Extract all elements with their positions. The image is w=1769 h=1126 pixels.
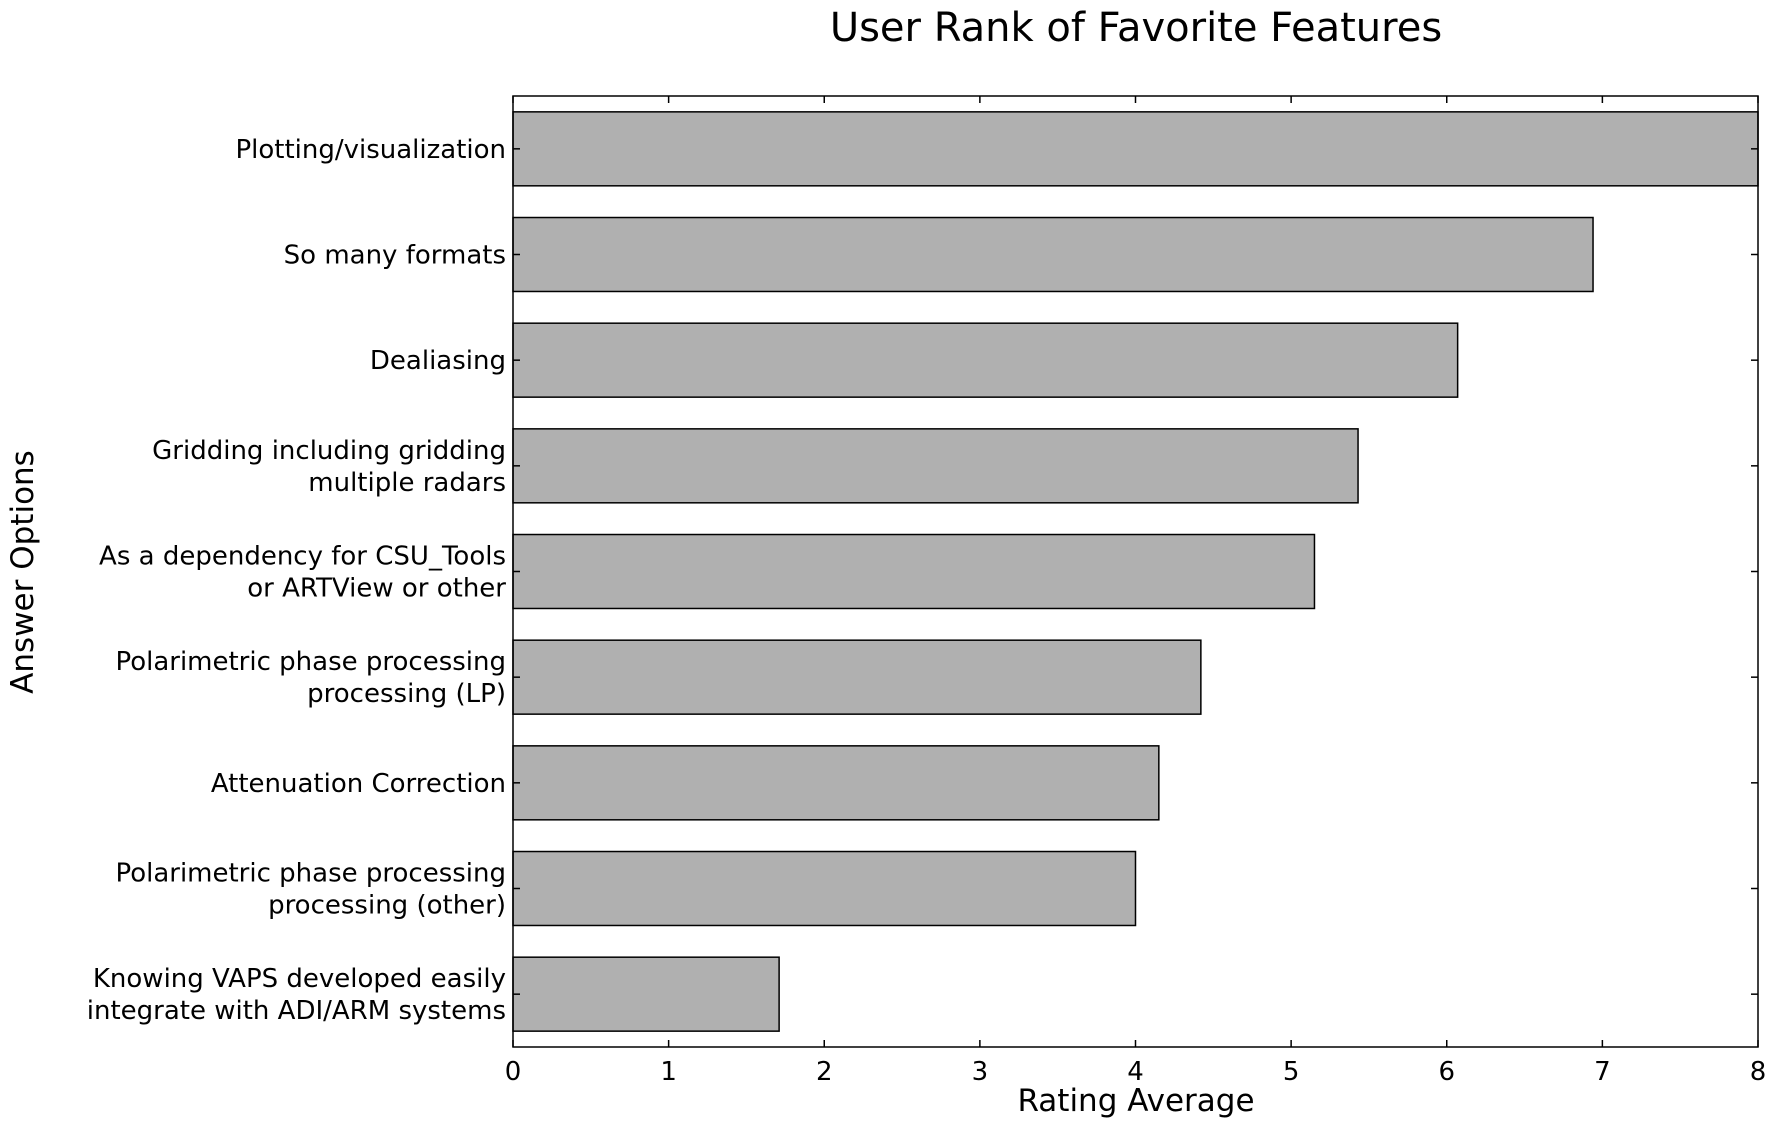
y-tick-label-line: Polarimetric phase processing [115, 647, 506, 677]
bar-1 [512, 216, 1594, 293]
y-tick-label-line: As a dependency for CSU_Tools [99, 542, 506, 572]
y-tick-label-line: Plotting/visualization [235, 135, 506, 165]
bar-0 [512, 111, 1759, 187]
y-axis-label: Answer Options [5, 450, 41, 694]
x-tick-label-1: 1 [660, 1057, 677, 1087]
y-tick-label-6: Attenuation Correction [211, 769, 506, 799]
y-tick-label-line: So many formats [284, 241, 506, 271]
y-tick-label-4: As a dependency for CSU_Tools or ARTView … [99, 542, 506, 604]
y-tick-label-0: Plotting/visualization [235, 135, 506, 165]
bar-6 [512, 745, 1160, 821]
y-tick-label-line: processing (LP) [307, 679, 506, 709]
labels-layer: Plotting/visualization So many formats Dea… [87, 135, 1767, 1087]
x-tick-label-6: 6 [1438, 1057, 1455, 1087]
y-tick-label-line: integrate with ADI/ARM systems [87, 996, 506, 1026]
ticks-layer [512, 96, 1759, 1047]
x-tick-label-3: 3 [972, 1057, 989, 1087]
x-tick-label-0: 0 [505, 1057, 522, 1087]
y-tick-label-2: Dealiasing [370, 346, 506, 376]
x-axis-label: Rating Average [1017, 1083, 1254, 1119]
y-tick-label-line: Knowing VAPS developed easily [93, 964, 506, 994]
y-tick-label-3: Gridding including gridding multiple rada… [152, 436, 506, 498]
bar-8 [512, 956, 780, 1032]
y-tick-label-line: multiple radars [308, 468, 506, 498]
bars-layer [512, 111, 1759, 1032]
bar-7 [512, 850, 1137, 927]
y-tick-label-line: or ARTView or other [247, 574, 506, 604]
y-tick-label-line: Attenuation Correction [211, 769, 506, 799]
bar-4 [512, 533, 1316, 610]
bar-3 [512, 428, 1359, 504]
x-tick-label-2: 2 [816, 1057, 833, 1087]
x-tick-label-7: 7 [1594, 1057, 1611, 1087]
y-tick-label-line: processing (other) [268, 891, 506, 921]
chart-title: User Rank of Favorite Features [830, 5, 1442, 51]
y-tick-label-5: Polarimetric phase processing processing … [115, 647, 506, 709]
y-tick-label-1: So many formats [284, 241, 506, 271]
x-tick-label-5: 5 [1283, 1057, 1300, 1087]
y-tick-label-line: Gridding including gridding [152, 436, 506, 466]
y-tick-label-line: Dealiasing [370, 346, 506, 376]
y-tick-label-8: Knowing VAPS developed easily integrate w… [87, 964, 506, 1026]
y-tick-label-7: Polarimetric phase processing processing … [115, 859, 506, 921]
x-tick-label-4: 4 [1127, 1057, 1144, 1087]
bar-2 [512, 322, 1459, 398]
y-tick-label-line: Polarimetric phase processing [115, 859, 506, 889]
bar-5 [512, 639, 1202, 715]
x-tick-label-8: 8 [1750, 1057, 1767, 1087]
